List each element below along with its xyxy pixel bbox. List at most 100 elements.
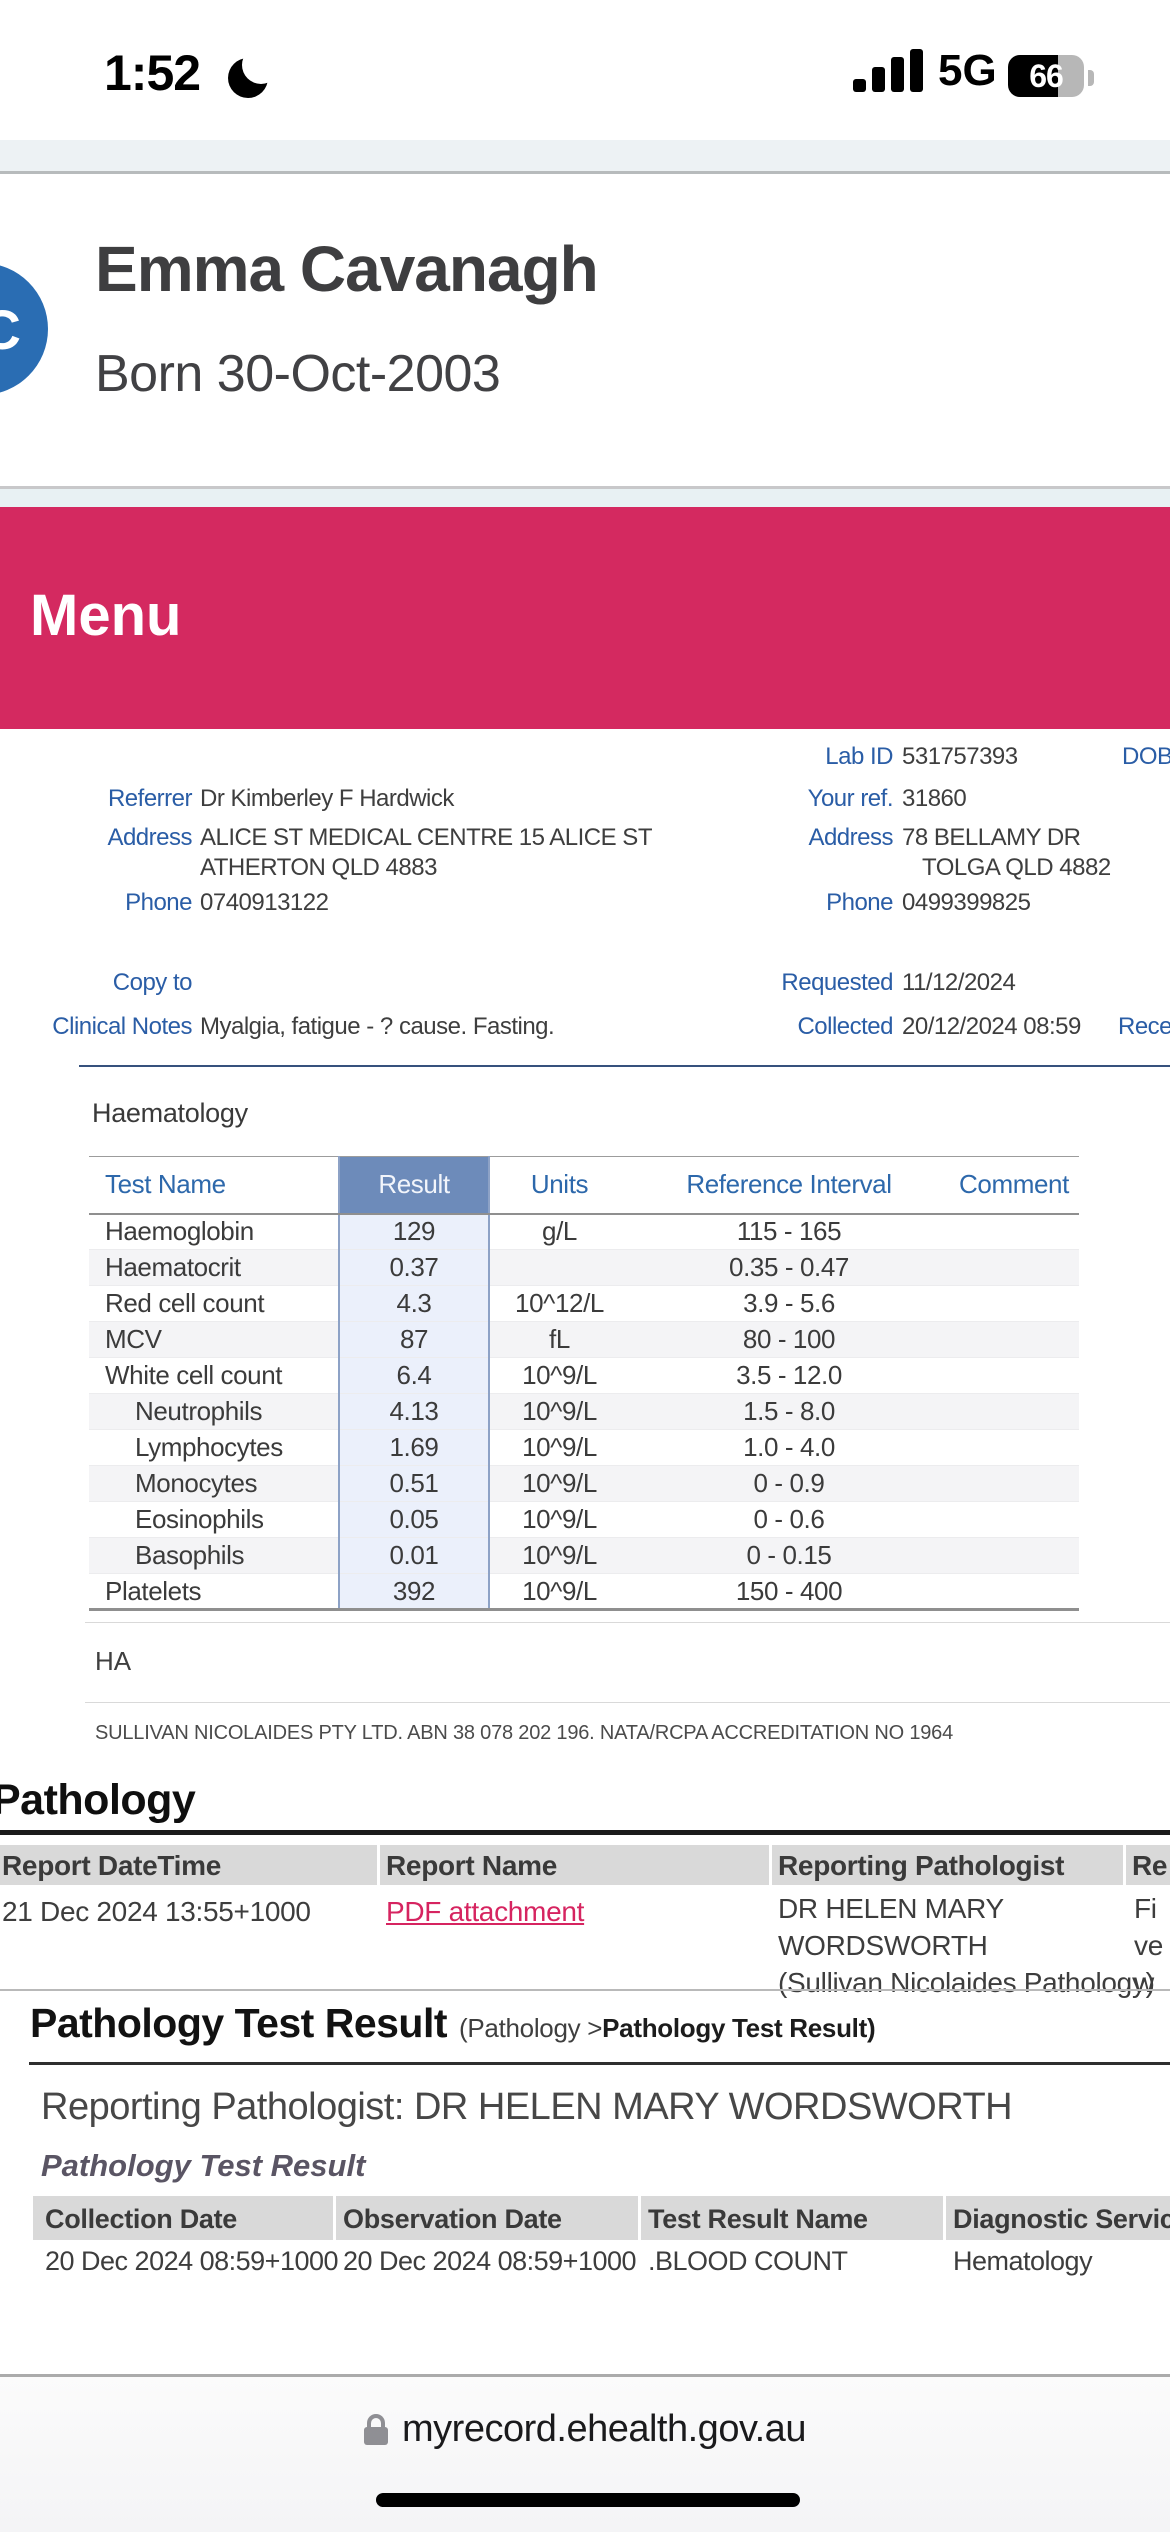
table-row: Monocytes 0.51 10^9/L 0 - 0.9: [89, 1465, 1079, 1502]
col-separator: [333, 2196, 336, 2240]
table-row: Platelets 392 10^9/L 150 - 400: [89, 1573, 1079, 1610]
battery-nub: [1088, 70, 1094, 86]
col-separator: [943, 2196, 946, 2240]
table-header-row: Test Name Result Units Reference Interva…: [89, 1156, 1079, 1215]
avatar[interactable]: EC: [0, 263, 48, 395]
collected-value: 20/12/2024 08:59: [902, 1013, 1081, 1040]
table-row: White cell count 6.4 10^9/L 3.5 - 12.0: [89, 1357, 1079, 1394]
clinical-notes-value: Myalgia, fatigue - ? cause. Fasting.: [200, 1013, 555, 1040]
report-datetime-cell: 21 Dec 2024 13:55+1000: [2, 1896, 311, 1927]
table-row: Haematocrit 0.37 0.35 - 0.47: [89, 1249, 1079, 1286]
phone-left-label: Phone: [125, 889, 192, 916]
table-row: Haemoglobin 129 g/L 115 - 165: [89, 1213, 1079, 1250]
address-right-line1: 78 BELLAMY DR: [902, 824, 1081, 851]
divider: [0, 1989, 1170, 1991]
divider-band: [0, 489, 1170, 507]
copy-to-label: Copy to: [112, 969, 193, 996]
address-left-label: Address: [107, 824, 192, 851]
phone-right-label: Phone: [826, 889, 893, 916]
pdf-attachment-link[interactable]: PDF attachment: [386, 1896, 585, 1927]
url-text: myrecord.ehealth.gov.au: [402, 2408, 806, 2450]
lab-accreditation-footer: SULLIVAN NICOLAIDES PTY LTD. ABN 38 078 …: [95, 1722, 954, 1744]
patient-dob: Born 30-Oct-2003: [95, 345, 501, 403]
col-report-datetime: Report DateTime: [2, 1850, 222, 1881]
test-result-title: Pathology Test Result: [30, 2000, 448, 2046]
status-time: 1:52: [104, 45, 201, 101]
lock-icon: [364, 2414, 389, 2445]
observation-date-cell: 20 Dec 2024 08:59+1000: [343, 2246, 637, 2276]
browser-bottom-bar: [0, 2377, 1170, 2532]
col-reference-interval: Reference Interval: [629, 1156, 949, 1215]
requested-value: 11/12/2024: [902, 969, 1016, 996]
col-reporting-pathologist: Reporting Pathologist: [778, 1850, 1065, 1881]
breadcrumb: (Pathology >: [459, 2013, 603, 2043]
table-row: Red cell count 4.3 10^12/L 3.9 - 5.6: [89, 1285, 1079, 1322]
test-result-subtitle: Pathology Test Result: [41, 2148, 366, 2183]
divider: [85, 1622, 1170, 1623]
lab-id-label: Lab ID: [825, 743, 893, 770]
col-observation-date: Observation Date: [343, 2204, 562, 2234]
address-right-label: Address: [808, 824, 893, 851]
pathology-table-header: [0, 1845, 1170, 1885]
dob-label-clipped: DOB: [1122, 743, 1170, 770]
col-report-name: Report Name: [386, 1850, 557, 1881]
divider: [0, 486, 1170, 489]
requested-label: Requested: [781, 969, 893, 996]
divider: [0, 2374, 1170, 2377]
col-separator: [769, 1845, 772, 1885]
page-top-band: [0, 140, 1170, 171]
your-ref-label: Your ref.: [807, 785, 894, 812]
haematology-table: Test Name Result Units Reference Interva…: [89, 1156, 1079, 1611]
col-test-name: Test Name: [89, 1156, 339, 1215]
clinical-notes-label: Clinical Notes: [52, 1013, 192, 1040]
received-label-clipped: Received: [1118, 1013, 1170, 1040]
menu-bar[interactable]: Menu: [0, 507, 1170, 729]
table-row: Basophils 0.01 10^9/L 0 - 0.15: [89, 1537, 1079, 1574]
col-diagnostic-service: Diagnostic Service: [953, 2204, 1170, 2234]
col-report-status-clipped: Re: [1132, 1850, 1168, 1881]
report-divider: [79, 1065, 1170, 1067]
collected-label: Collected: [797, 1013, 893, 1040]
menu-label: Menu: [30, 583, 182, 648]
battery-percent: 66: [1029, 57, 1064, 94]
address-bar[interactable]: myrecord.ehealth.gov.au: [0, 2408, 1170, 2451]
result-table-header: [33, 2196, 1170, 2240]
address-right-line2: TOLGA QLD 4882: [922, 854, 1111, 881]
diagnostic-service-cell: Hematology: [953, 2246, 1093, 2276]
lab-id-value: 531757393: [902, 743, 1018, 770]
divider: [85, 1702, 1170, 1703]
reporting-pathologist-line: Reporting Pathologist: DR HELEN MARY WOR…: [41, 2086, 1013, 2128]
network-type-label: 5G: [938, 46, 997, 95]
col-separator: [1123, 1845, 1126, 1885]
collection-date-cell: 20 Dec 2024 08:59+1000: [45, 2246, 339, 2276]
heading-rule: [0, 1830, 1170, 1835]
your-ref-value: 31860: [902, 785, 967, 812]
breadcrumb-current: Pathology Test Result): [602, 2013, 876, 2043]
table-row: Lymphocytes 1.69 10^9/L 1.0 - 4.0: [89, 1429, 1079, 1466]
referrer-label: Referrer: [107, 785, 193, 812]
report-note: HA: [95, 1646, 132, 1676]
test-result-name-cell: .BLOOD COUNT: [648, 2246, 848, 2276]
home-indicator[interactable]: [376, 2493, 800, 2507]
col-separator: [377, 1845, 380, 1885]
battery-icon: 66: [1008, 55, 1084, 97]
address-left-line1: ALICE ST MEDICAL CENTRE 15 ALICE ST: [200, 824, 652, 851]
table-row: Neutrophils 4.13 10^9/L 1.5 - 8.0: [89, 1393, 1079, 1430]
patient-name: Emma Cavanagh: [95, 233, 599, 305]
col-test-result-name: Test Result Name: [648, 2204, 868, 2234]
col-collection-date: Collection Date: [45, 2204, 238, 2234]
address-left-line2: ATHERTON QLD 4883: [200, 854, 437, 881]
report-status-cell-clipped: Fi ve w: [1134, 1893, 1163, 1998]
col-units: Units: [489, 1156, 629, 1215]
avatar-initials: EC: [0, 297, 23, 361]
referrer-value: Dr Kimberley F Hardwick: [200, 785, 454, 812]
col-separator: [638, 2196, 641, 2240]
test-result-heading: Pathology Test Result (Pathology > Patho…: [30, 2000, 876, 2047]
divider: [0, 171, 1170, 174]
dnd-moon-icon: [228, 46, 280, 98]
col-comment: Comment: [949, 1156, 1079, 1215]
phone-left-value: 0740913122: [200, 889, 329, 916]
heading-rule: [29, 2062, 1170, 2065]
table-row: Eosinophils 0.05 10^9/L 0 - 0.6: [89, 1501, 1079, 1538]
